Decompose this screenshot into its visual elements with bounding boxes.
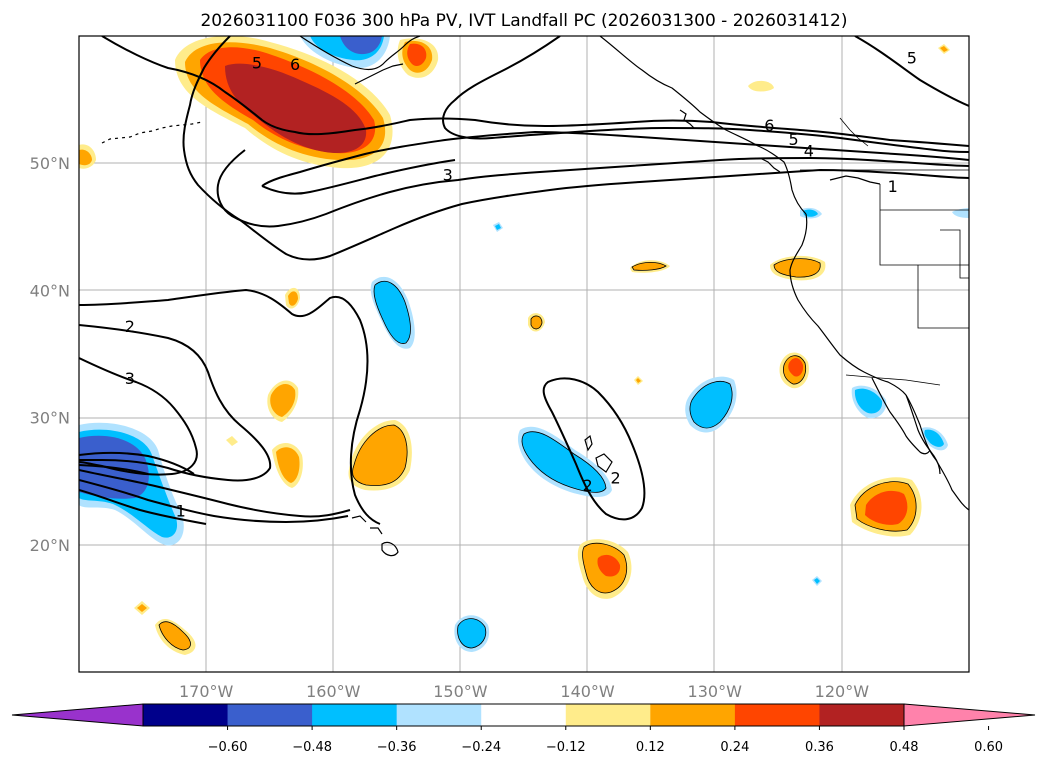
colorbar-segment <box>396 704 482 726</box>
colorbar-tick-label: 0.24 <box>720 740 749 755</box>
nevada-border <box>917 265 969 329</box>
contour-line-west-a <box>79 451 195 475</box>
pv-fill-alaska-maximum <box>175 36 439 169</box>
contour-label: 4 <box>804 141 814 160</box>
contour-line-3-loop <box>216 149 969 228</box>
colorbar: −0.60 −0.48 −0.36 −0.24 −0.12 0.12 0.24 0.36 0.4… <box>11 703 1036 755</box>
contour-label: 5 <box>907 49 917 68</box>
contour-line-0 <box>101 36 713 136</box>
colorbar-segment <box>312 704 398 726</box>
baja-california-east <box>905 394 941 475</box>
contour-label: 1 <box>176 501 186 520</box>
colorbar-tick-label: 0.36 <box>805 740 834 755</box>
lat-tick-label: 40°N <box>30 281 70 300</box>
colorbar-extend-high <box>903 703 1036 727</box>
contour-line-0b <box>711 121 969 147</box>
lat-tick-label: 20°N <box>30 536 70 555</box>
haida-gwaii <box>759 157 781 173</box>
colorbar-segment <box>734 704 820 726</box>
colorbar-segment <box>481 704 567 726</box>
colorbar-tick-label: 0.60 <box>974 740 1003 755</box>
island-a <box>584 434 593 452</box>
contour-line-1-south-b <box>79 479 349 524</box>
alaska-peninsula-coast <box>299 36 421 71</box>
pv-fill-negative-alaska <box>300 36 390 69</box>
colorbar-tick-label: 0.12 <box>636 740 665 755</box>
colorbar-segment <box>819 704 905 726</box>
pv-fill-east-positive <box>79 44 950 537</box>
colorbar-frame <box>142 703 905 727</box>
washington-coast <box>829 175 881 185</box>
contour-line-4 <box>261 130 969 187</box>
us-mexico-border <box>845 374 941 386</box>
idaho-border <box>940 229 969 279</box>
oregon-california-border <box>879 184 969 266</box>
colorbar-tick-label: 0.48 <box>890 740 919 755</box>
contour-label: 2 <box>582 476 592 495</box>
colorbar-tick-label: −0.48 <box>292 740 332 755</box>
lon-tick-label: 160°W <box>306 682 361 701</box>
contour-label: 6 <box>290 55 300 74</box>
pv-fill-central-positive <box>134 260 670 655</box>
contour-line-2-west <box>79 324 272 482</box>
colorbar-tick-label: −0.36 <box>377 740 417 755</box>
colorbar-tick-label: −0.12 <box>546 740 586 755</box>
contour-line-4-south <box>261 159 456 195</box>
us-west-coast <box>789 213 907 396</box>
contour-label: 3 <box>125 369 135 388</box>
colorbar-extend-low <box>11 703 144 727</box>
contour-line-1-south <box>79 469 351 518</box>
hawaii-oahu <box>370 527 383 535</box>
contour-line-1-west <box>79 288 381 525</box>
contour-label: 2 <box>125 317 135 336</box>
longitude-tick-labels: 170°W 160°W 150°W 140°W 130°W 120°W <box>179 682 869 701</box>
colorbar-segment <box>143 704 229 726</box>
colorbar-segment <box>650 704 736 726</box>
baja-california-west <box>871 377 931 455</box>
contour-line-3-north <box>442 36 969 153</box>
contour-line-5-ne <box>854 36 969 107</box>
contour-label: 1 <box>888 177 898 196</box>
contour-loop-central <box>542 377 646 521</box>
lon-tick-label: 170°W <box>179 682 234 701</box>
lon-tick-label: 150°W <box>433 682 488 701</box>
lat-tick-label: 30°N <box>30 409 70 428</box>
lon-tick-label: 140°W <box>560 682 615 701</box>
lat-tick-label: 50°N <box>30 154 70 173</box>
contour-label: 6 <box>764 116 774 135</box>
map-frame <box>78 35 970 673</box>
pv-contour-lines <box>79 36 969 525</box>
latitude-tick-labels: 50°N 40°N 30°N 20°N <box>30 154 70 555</box>
contour-label: 2 <box>610 468 620 487</box>
hawaii-kauai <box>351 515 367 523</box>
pv-anomaly-outlines <box>158 258 917 651</box>
contour-line-1-south-c <box>79 489 207 525</box>
contour-line-2-main <box>182 36 969 261</box>
colorbar-segment <box>227 704 313 726</box>
bc-coast <box>599 36 807 215</box>
colorbar-tick-label: −0.60 <box>208 740 248 755</box>
colorbar-tick-label: −0.24 <box>461 740 501 755</box>
pv-fill-central-negative <box>370 222 612 652</box>
hawaii-big-island <box>381 541 399 557</box>
figure-title: 2026031100 F036 300 hPa PV, IVT Landfall… <box>200 11 847 31</box>
lon-tick-label: 120°W <box>815 682 870 701</box>
contour-label: 5 <box>788 130 798 149</box>
pv-fill-east-negative <box>685 207 969 586</box>
aleutian-chain <box>354 63 404 85</box>
island-b <box>595 453 613 473</box>
lon-tick-label: 130°W <box>688 682 743 701</box>
contour-label: 3 <box>443 166 453 185</box>
contour-line-west-b <box>79 464 149 475</box>
contour-label: 5 <box>252 54 262 73</box>
colorbar-segment <box>565 704 651 726</box>
